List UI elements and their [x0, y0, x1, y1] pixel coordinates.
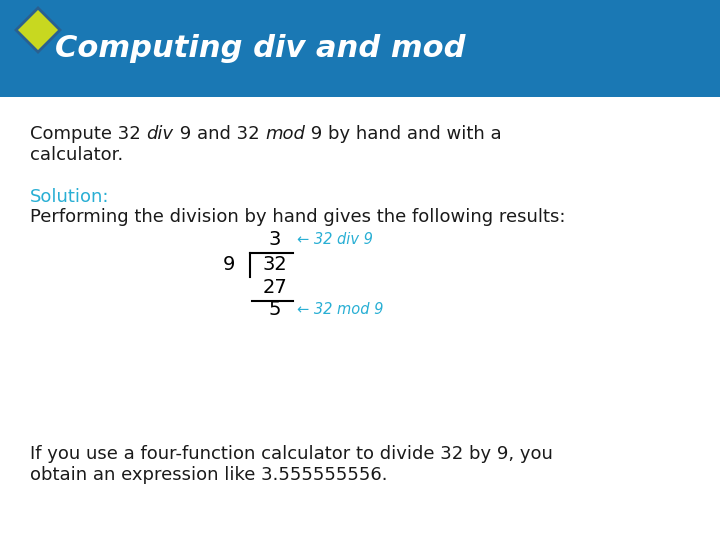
Text: div: div [146, 125, 174, 143]
Text: calculator.: calculator. [30, 146, 123, 164]
Text: mod: mod [265, 125, 305, 143]
Text: 3: 3 [269, 230, 282, 249]
Text: Compute 32: Compute 32 [30, 125, 146, 143]
Text: 9 by hand and with a: 9 by hand and with a [305, 125, 501, 143]
Text: 32: 32 [263, 255, 287, 274]
Text: Solution:: Solution: [30, 187, 109, 206]
Text: If you use a four-function calculator to divide 32 by 9, you: If you use a four-function calculator to… [30, 445, 553, 463]
Text: 5: 5 [269, 300, 282, 319]
Bar [0, 0, 720, 97]
Text: obtain an expression like 3.555555556.: obtain an expression like 3.555555556. [30, 466, 387, 484]
Text: 9: 9 [222, 255, 235, 274]
Text: 27: 27 [263, 278, 287, 296]
Text: ← 32 div 9: ← 32 div 9 [297, 232, 373, 247]
Text: ← 32 mod 9: ← 32 mod 9 [297, 302, 383, 317]
Text: 9 and 32: 9 and 32 [174, 125, 265, 143]
Polygon shape [16, 8, 60, 52]
Text: Computing div and mod: Computing div and mod [55, 34, 466, 63]
Text: Performing the division by hand gives the following results:: Performing the division by hand gives th… [30, 208, 565, 226]
